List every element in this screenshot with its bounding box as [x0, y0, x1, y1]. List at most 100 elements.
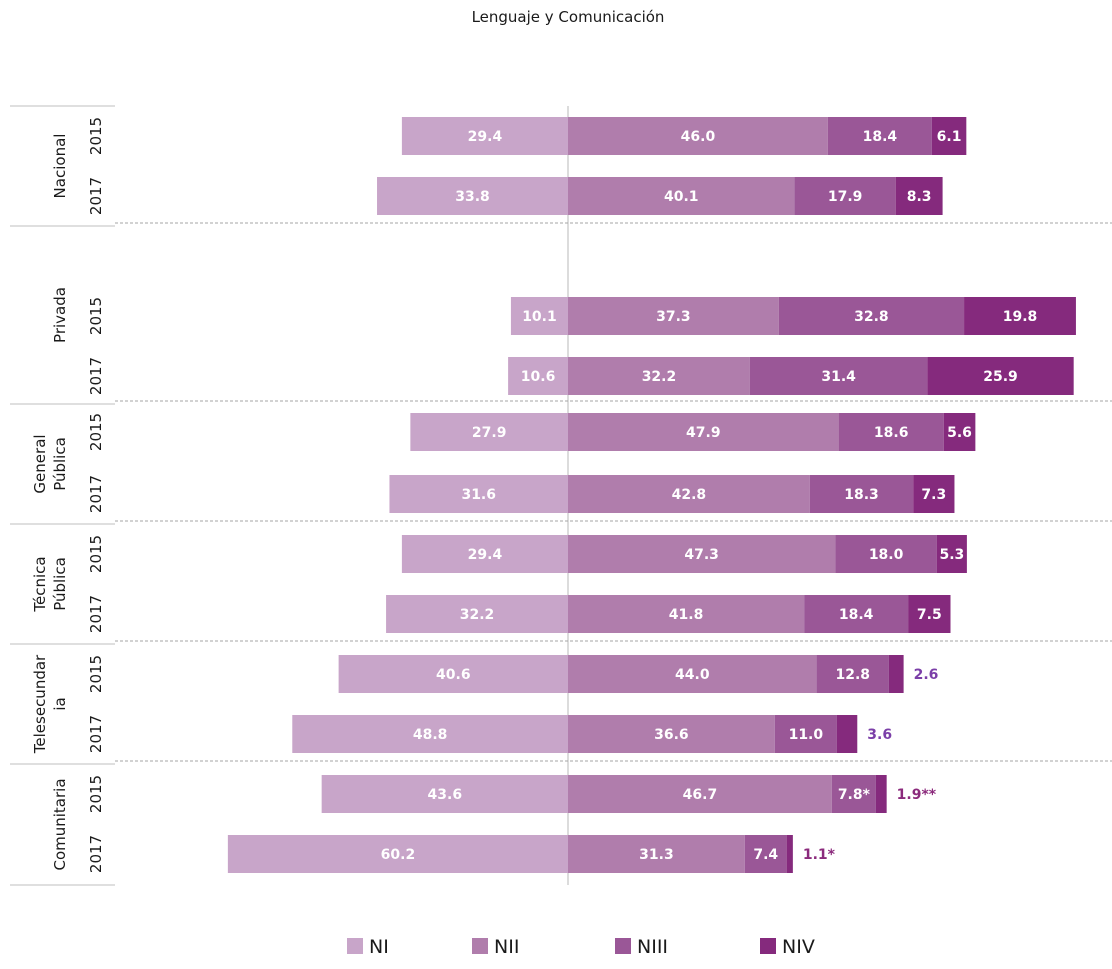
data-label: 7.3 [921, 487, 946, 503]
bar-niii [794, 177, 896, 215]
legend-label-ni: NI [369, 936, 389, 958]
data-label: 5.6 [947, 425, 972, 441]
data-label: 25.9 [983, 369, 1018, 385]
data-label: 37.3 [656, 309, 691, 325]
bar-niii [831, 775, 876, 813]
year-label: 2017 [87, 357, 105, 395]
data-label: 47.3 [684, 547, 719, 563]
group-label: Telesecundar ia [31, 654, 69, 754]
bar-niii [838, 413, 944, 451]
bar-ni [338, 655, 568, 693]
bar-nii [568, 775, 832, 813]
group-label: Comunitaria [51, 778, 69, 870]
data-label: 31.3 [639, 847, 674, 863]
bar-niv [786, 835, 793, 873]
bar-niv [895, 177, 943, 215]
group-label: Nacional [51, 134, 69, 199]
year-label: 2017 [87, 835, 105, 873]
data-label: 17.9 [828, 189, 863, 205]
bar-niii [744, 835, 787, 873]
bar-ni [410, 413, 568, 451]
bar-niv [888, 655, 904, 693]
chart-title: Lenguaje y Comunicación [472, 8, 665, 26]
year-label: 2015 [87, 117, 105, 155]
group-label: Técnica Pública [31, 556, 69, 612]
data-label: 31.6 [461, 487, 496, 503]
bar-niii [774, 715, 837, 753]
bar-ni [377, 177, 568, 215]
bar-niv [875, 775, 887, 813]
data-label: 31.4 [821, 369, 856, 385]
bar-ni [292, 715, 568, 753]
data-label: 47.9 [686, 425, 721, 441]
data-label: 32.8 [854, 309, 889, 325]
data-label: 46.0 [681, 129, 716, 145]
year-label: 2015 [87, 535, 105, 573]
data-label: 42.8 [672, 487, 707, 503]
bar-ni [386, 595, 568, 633]
data-label: 46.7 [683, 787, 718, 803]
legend-label-niii: NIII [637, 936, 668, 958]
data-label: 18.6 [874, 425, 909, 441]
data-label: 7.8* [838, 787, 871, 803]
bar-niii [827, 117, 932, 155]
legend-label-niv: NIV [782, 936, 815, 958]
year-label: 2017 [87, 475, 105, 513]
data-label: 32.2 [642, 369, 677, 385]
bar-nii [568, 177, 795, 215]
bar-niii [804, 595, 909, 633]
year-label: 2015 [87, 775, 105, 813]
bar-ni [401, 117, 568, 155]
data-label: 43.6 [428, 787, 463, 803]
bar-niv [908, 595, 951, 633]
data-label: 60.2 [381, 847, 416, 863]
bar-niii [749, 357, 928, 395]
data-label: 19.8 [1003, 309, 1038, 325]
bar-nii [568, 595, 805, 633]
data-label: 3.6 [867, 727, 892, 743]
bar-niii [835, 535, 937, 573]
data-label: 33.8 [455, 189, 490, 205]
bar-niii [816, 655, 889, 693]
data-label: 44.0 [675, 667, 710, 683]
data-label: 2.6 [914, 667, 939, 683]
group-separators [10, 105, 1112, 886]
data-label: 29.4 [468, 129, 503, 145]
bar-niii [778, 297, 965, 335]
bar-niv [913, 475, 955, 513]
data-label: 11.0 [789, 727, 824, 743]
year-label: 2017 [87, 715, 105, 753]
data-label: 6.1 [937, 129, 962, 145]
bar-nii [568, 413, 839, 451]
bar-nii [568, 835, 745, 873]
data-label: 29.4 [468, 547, 503, 563]
bar-niv [964, 297, 1076, 335]
data-label: 18.4 [839, 607, 874, 623]
bar-nii [568, 535, 836, 573]
year-label: 2015 [87, 297, 105, 335]
legend-swatch-niv [760, 938, 776, 954]
bar-niii [809, 475, 914, 513]
bar-ni [510, 297, 568, 335]
bar-nii [568, 117, 828, 155]
group-label: General Pública [31, 434, 69, 493]
data-label: 18.4 [863, 129, 898, 145]
data-label: 36.6 [654, 727, 689, 743]
data-label: 18.0 [869, 547, 904, 563]
bar-ni [508, 357, 568, 395]
bar-nii [568, 297, 779, 335]
bar-ni [321, 775, 568, 813]
data-label: 27.9 [472, 425, 507, 441]
data-label: 5.3 [940, 547, 965, 563]
bar-nii [568, 475, 810, 513]
data-label: 18.3 [844, 487, 879, 503]
bar-niv [931, 117, 967, 155]
group-labels: Nacional 2015 2017 Privada 2015 2017 General Pú… [31, 117, 105, 873]
data-label: 7.4 [753, 847, 778, 863]
legend-swatch-nii [472, 938, 488, 954]
legend-swatch-ni [347, 938, 363, 954]
data-label: 32.2 [460, 607, 495, 623]
legend-swatch-niii [615, 938, 631, 954]
data-label: 10.1 [522, 309, 557, 325]
